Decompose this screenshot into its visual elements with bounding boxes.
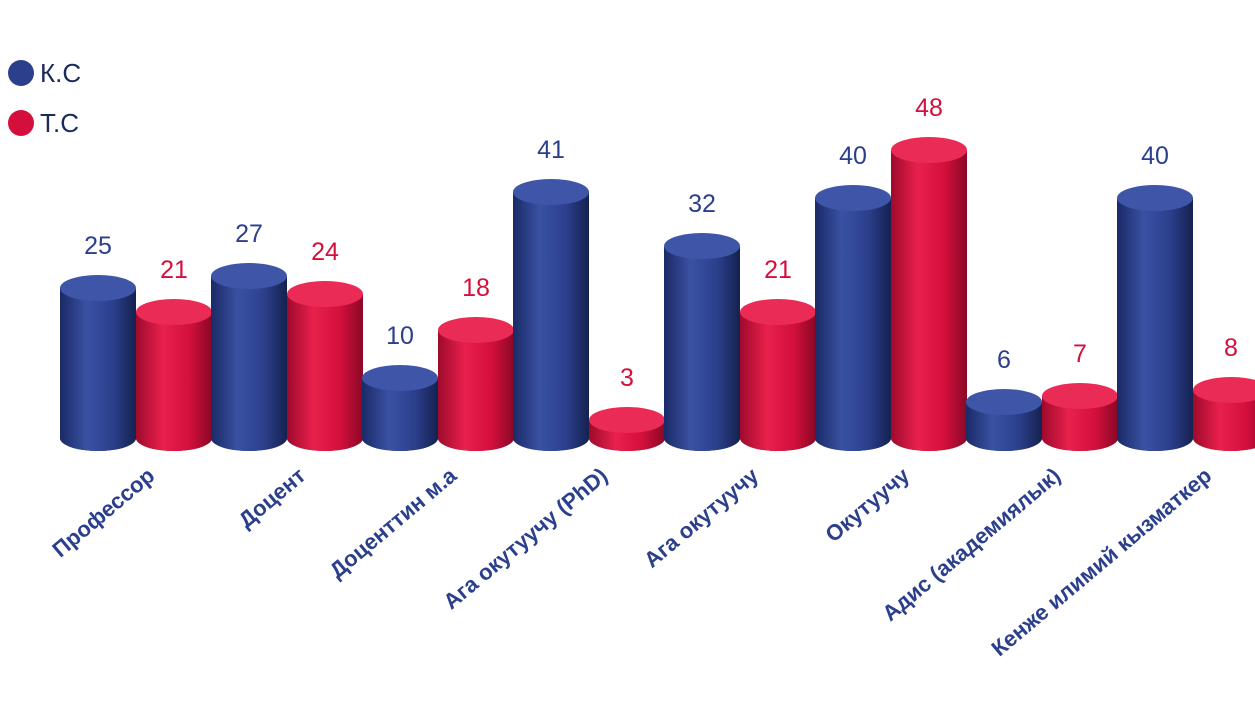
category-label-4: Ага окутуучу <box>639 462 764 572</box>
bar-ks-4 <box>664 233 740 451</box>
bar-ks-6 <box>966 389 1042 451</box>
bar-ts-7 <box>1193 377 1255 451</box>
bar-ts-6 <box>1042 383 1118 451</box>
bar-ks-5 <box>815 185 891 451</box>
bar-ts-3 <box>589 407 665 451</box>
bar-ks-7 <box>1117 185 1193 451</box>
bar-ks-0 <box>60 275 136 451</box>
category-label-0: Профессор <box>47 463 159 562</box>
value-label-ks-6: 6 <box>997 346 1011 374</box>
bar-ts-2 <box>438 317 514 451</box>
value-label-ts-4: 21 <box>764 256 792 284</box>
bar-ts-5 <box>891 137 967 451</box>
bar-ts-0 <box>136 299 212 451</box>
legend: К.С Т.С <box>8 48 81 148</box>
bar-ks-1 <box>211 263 287 451</box>
value-label-ts-5: 48 <box>915 94 943 122</box>
category-label-5: Окутуучу <box>820 462 914 547</box>
category-label-2: Доценттин м.а <box>324 462 461 583</box>
legend-marker-ts <box>8 110 34 136</box>
bar-ks-2 <box>362 365 438 451</box>
value-label-ts-2: 18 <box>462 274 490 302</box>
value-label-ts-1: 24 <box>311 238 339 266</box>
value-label-ts-3: 3 <box>620 364 634 392</box>
bar-ks-3 <box>513 179 589 451</box>
value-label-ks-3: 41 <box>537 136 565 164</box>
value-label-ks-0: 25 <box>84 232 112 260</box>
legend-marker-ks <box>8 60 34 86</box>
value-label-ks-7: 40 <box>1141 142 1169 170</box>
value-label-ks-4: 32 <box>688 190 716 218</box>
value-label-ts-6: 7 <box>1073 340 1087 368</box>
value-label-ks-2: 10 <box>386 322 414 350</box>
legend-item-ks: К.С <box>8 48 81 98</box>
legend-label-ts: Т.С <box>40 107 79 138</box>
category-label-3: Ага окутуучу (PhD) <box>438 463 612 615</box>
bar-ts-1 <box>287 281 363 451</box>
legend-item-ts: Т.С <box>8 98 81 148</box>
bar-ts-4 <box>740 299 816 451</box>
value-label-ts-7: 8 <box>1224 334 1238 362</box>
value-label-ks-1: 27 <box>235 220 263 248</box>
value-label-ts-0: 21 <box>160 256 188 284</box>
value-label-ks-5: 40 <box>839 142 867 170</box>
category-label-1: Доцент <box>233 463 310 533</box>
legend-label-ks: К.С <box>40 57 82 88</box>
